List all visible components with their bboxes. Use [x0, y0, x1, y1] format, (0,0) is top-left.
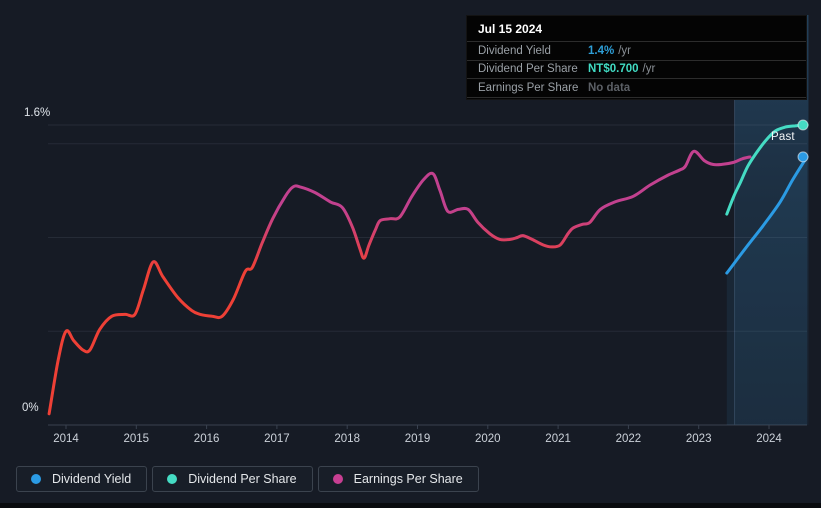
x-tick-label-2020: 2020	[475, 433, 501, 445]
legend-item-dividend-yield[interactable]: Dividend Yield	[16, 466, 148, 492]
x-tick-label-2019: 2019	[405, 433, 431, 445]
x-tick-label-2015: 2015	[124, 433, 150, 445]
tooltip-value: 1.4%	[588, 44, 615, 57]
dps-endpoint-dot	[797, 119, 809, 131]
eps-line	[47, 149, 752, 416]
past-region-label: Past	[771, 131, 795, 143]
y-axis-max-label: 1.6%	[24, 107, 51, 119]
dividend-yield-line	[725, 155, 809, 275]
legend-dot-pink-icon	[332, 474, 343, 484]
yield-area-fill	[726, 156, 807, 425]
chart-tooltip: Jul 15 2024 Dividend Yield 1.4% /yr Divi…	[466, 15, 807, 100]
chart-legend: Dividend Yield Dividend Per Share Earnin…	[16, 466, 479, 492]
legend-label: Dividend Per Share	[188, 472, 297, 486]
x-tick-label-2016: 2016	[194, 433, 220, 445]
tooltip-label: Dividend Per Share	[478, 63, 578, 76]
x-tick-label-2021: 2021	[545, 433, 571, 445]
legend-dot-teal-icon	[167, 474, 178, 484]
tooltip-date: Jul 15 2024	[478, 22, 543, 36]
tooltip-label: Earnings Per Share	[478, 81, 579, 94]
x-tick-label-2022: 2022	[616, 433, 642, 445]
tooltip-value: NT$0.700	[588, 63, 639, 76]
bottom-edge-strip	[0, 503, 821, 508]
tooltip-value: No data	[588, 81, 631, 94]
x-tick-label-2018: 2018	[334, 433, 360, 445]
legend-dot-blue-icon	[31, 474, 41, 484]
yield-endpoint-dot	[797, 151, 809, 163]
legend-item-earnings-per-share[interactable]: Earnings Per Share	[317, 466, 479, 492]
tooltip-row-earnings-per-share: Earnings Per Share No data	[467, 78, 806, 98]
tooltip-row-dividend-yield: Dividend Yield 1.4% /yr	[467, 41, 806, 60]
x-tick-label-2023: 2023	[686, 433, 712, 445]
legend-label: Earnings Per Share	[353, 472, 463, 486]
x-tick-label-2024: 2024	[756, 433, 782, 445]
x-tick-label-2017: 2017	[264, 433, 290, 445]
y-axis-zero-label: 0%	[22, 402, 39, 414]
legend-label: Dividend Yield	[52, 472, 132, 486]
dividend-per-share-line	[725, 123, 809, 216]
legend-item-dividend-per-share[interactable]: Dividend Per Share	[152, 466, 313, 492]
x-tick-label-2014: 2014	[53, 433, 79, 445]
tooltip-label: Dividend Yield	[478, 44, 551, 57]
tooltip-row-dividend-per-share: Dividend Per Share NT$0.700 /yr	[467, 59, 806, 79]
tooltip-unit: /yr	[642, 63, 656, 76]
tooltip-unit: /yr	[618, 44, 631, 57]
